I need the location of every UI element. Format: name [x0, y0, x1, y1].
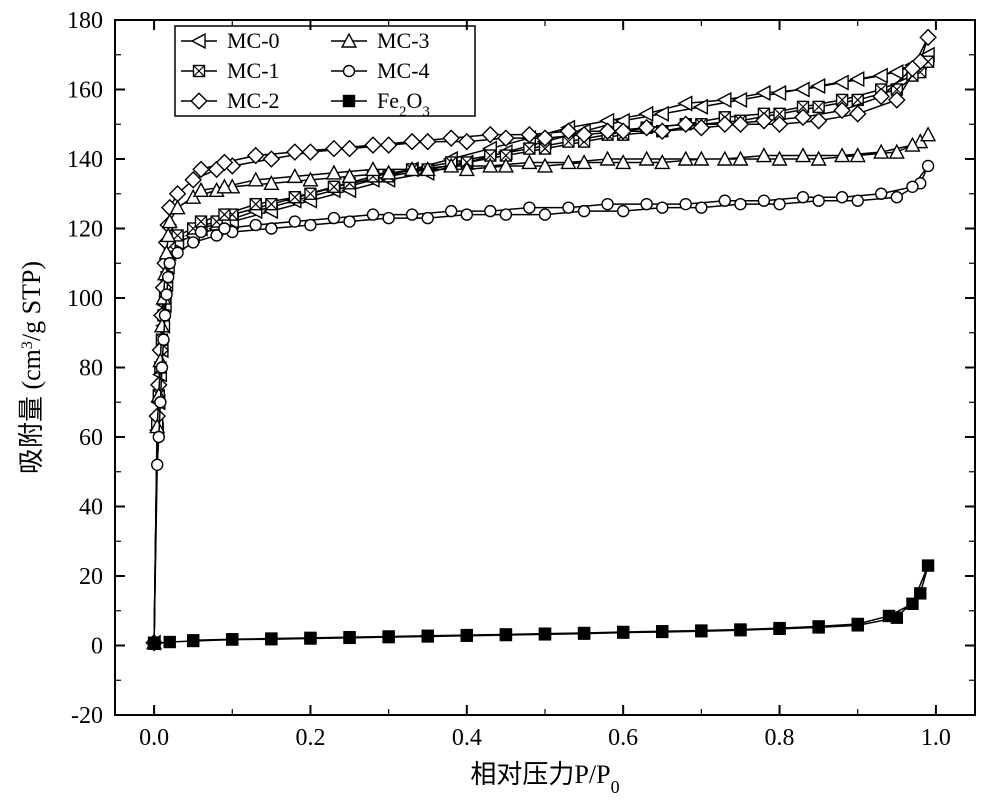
isotherm-chart: 0.0 0.2 0.4 0.6 0.8 1.0 -20 0 20 40 60 80 100 120 140 1… [0, 0, 1000, 810]
legend-label: MC-1 [227, 58, 280, 83]
x-axis-title: 相对压力P/P0 [470, 760, 619, 797]
svg-text:-20: -20 [71, 703, 103, 729]
svg-text:140: 140 [67, 147, 103, 173]
series-fe2o3 [149, 560, 934, 649]
legend-label: MC-4 [377, 58, 430, 83]
svg-text:0.2: 0.2 [295, 725, 325, 751]
series-mc2 [146, 30, 936, 651]
svg-text:20: 20 [79, 564, 103, 590]
svg-text:180: 180 [67, 8, 103, 34]
svg-text:0: 0 [91, 634, 103, 660]
series-mc4 [149, 160, 934, 648]
svg-text:1.0: 1.0 [921, 725, 951, 751]
svg-text:120: 120 [67, 217, 103, 243]
legend-label: MC-3 [377, 28, 430, 53]
legend-label: MC-2 [227, 88, 280, 113]
legend-label: Fe2O3 [377, 88, 430, 120]
svg-text:40: 40 [79, 495, 103, 521]
svg-text:0.4: 0.4 [452, 725, 482, 751]
svg-text:0.6: 0.6 [608, 725, 638, 751]
series-mc1 [149, 56, 934, 648]
svg-text:100: 100 [67, 286, 103, 312]
legend: MC-0 MC-3 MC-1 MC-4 MC-2 Fe2O3 [175, 26, 475, 120]
svg-text:160: 160 [67, 78, 103, 104]
svg-text:60: 60 [79, 425, 103, 451]
chart-svg: 0.0 0.2 0.4 0.6 0.8 1.0 -20 0 20 40 60 80 100 120 140 1… [0, 0, 1000, 810]
legend-label: MC-0 [227, 28, 280, 53]
y-axis-title: 吸附量 (cm3/g STP) [17, 261, 46, 474]
svg-text:80: 80 [79, 356, 103, 382]
svg-text:0.8: 0.8 [765, 725, 795, 751]
svg-text:0.0: 0.0 [139, 725, 169, 751]
